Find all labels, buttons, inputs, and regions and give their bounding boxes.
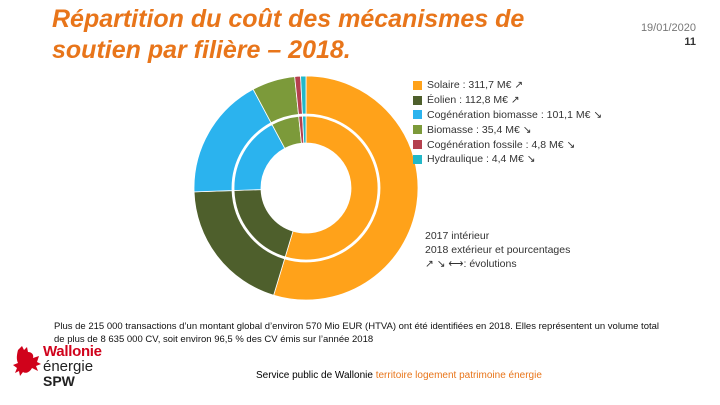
chart-legend: Solaire : 311,7 M€ ↗ Éolien : 112,8 M€ ↗ C… [413, 78, 602, 167]
legend-swatch [413, 125, 422, 135]
summary-text: Plus de 215 000 transactions d’un montan… [54, 321, 660, 345]
legend-item: Cogénération fossile : 4,8 M€ ↘ [413, 137, 602, 152]
note-outer-year: 2018 extérieur et pourcentages [425, 244, 571, 256]
legend-label: Solaire : 311,7 M€ ↗ [427, 79, 524, 92]
inner-slice-solaire [284, 115, 379, 261]
logo-text: Wallonie énergie SPW [43, 344, 102, 389]
donut-chart [193, 75, 419, 301]
legend-label: Biomasse : 35,4 M€ ↘ [427, 123, 532, 136]
legend-label: Éolien : 112,8 M€ ↗ [427, 94, 520, 107]
legend-label: Hydraulique : 4,4 M€ ↘ [427, 153, 536, 166]
legend-label: Cogénération fossile : 4,8 M€ ↘ [427, 138, 576, 151]
chart-notes: 2017 intérieur 2018 extérieur et pourcen… [425, 229, 570, 271]
legend-swatch [413, 154, 422, 164]
legend-item: Cogénération biomasse : 101,1 M€ ↘ [413, 108, 602, 123]
note-evolutions: ↗ ↘ ⟷: évolutions [425, 258, 517, 270]
legend-swatch [413, 110, 422, 120]
legend-swatch [413, 140, 422, 150]
wallonie-logo: Wallonie énergie SPW [12, 344, 132, 402]
legend-item: Solaire : 311,7 M€ ↗ [413, 78, 602, 93]
legend-item: Hydraulique : 4,4 M€ ↘ [413, 152, 602, 167]
chart-panel: Solaire : 311,7 M€ ↗ Éolien : 112,8 M€ ↗ C… [188, 72, 610, 312]
logo-line-spw: SPW [43, 373, 75, 389]
legend-item: Biomasse : 35,4 M€ ↘ [413, 122, 602, 137]
outer-slice-solaire [273, 75, 419, 301]
legend-label: Cogénération biomasse : 101,1 M€ ↘ [427, 108, 603, 121]
slide-date: 19/01/2020 [640, 22, 696, 34]
logo-line-wallonie: Wallonie [43, 343, 102, 360]
legend-swatch [413, 80, 422, 90]
legend-swatch [413, 95, 422, 105]
outer-slice-hydraulique [300, 75, 307, 115]
footer: Service public de Wallonie territoire lo… [256, 370, 542, 381]
footer-tags: territoire logement patrimoine énergie [375, 370, 542, 381]
legend-item: Éolien : 112,8 M€ ↗ [413, 93, 602, 108]
page-number: 11 [684, 36, 696, 48]
logo-line-energie: énergie [43, 358, 94, 375]
note-inner-year: 2017 intérieur [425, 230, 490, 242]
slide-title: Répartition du coût des mécanismes de so… [52, 5, 525, 64]
footer-org: Service public de Wallonie [256, 370, 373, 381]
rooster-icon [13, 346, 41, 376]
inner-slice-hydraulique [302, 115, 307, 144]
